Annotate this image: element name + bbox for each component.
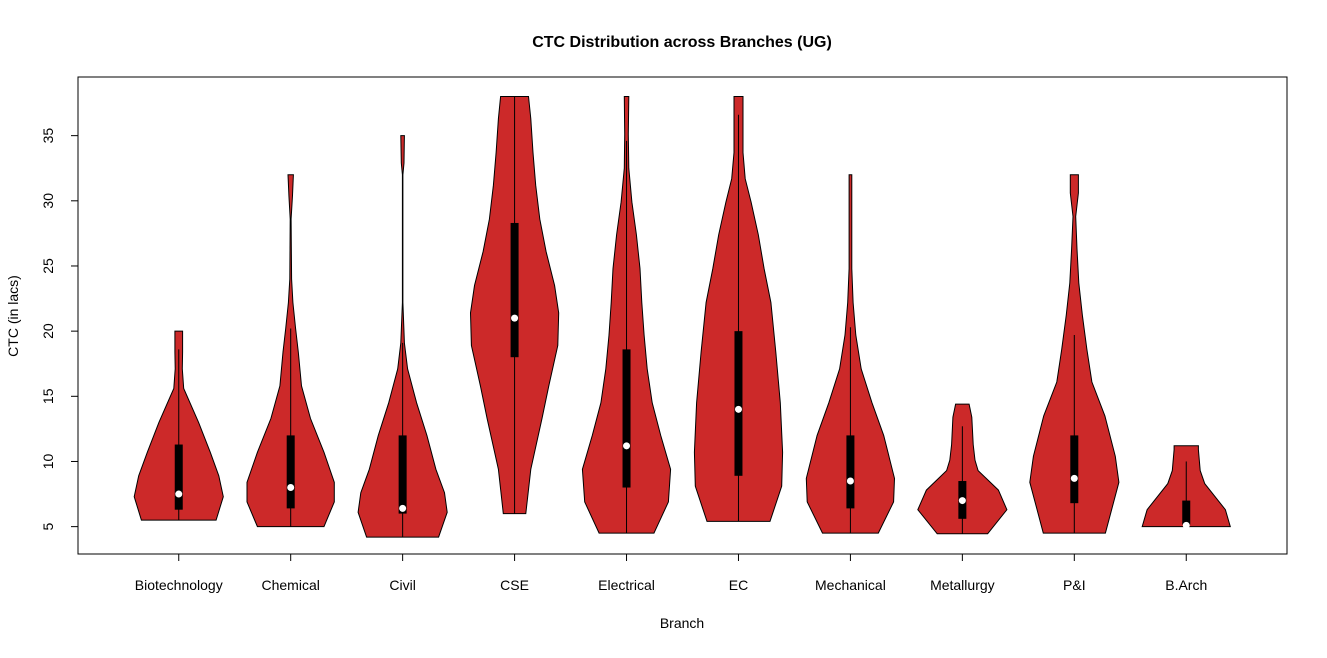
iqr-box	[1182, 500, 1191, 525]
iqr-box	[1070, 435, 1079, 504]
x-tick-label: Civil	[389, 577, 415, 593]
median-point	[511, 314, 519, 322]
x-tick-label: Electrical	[598, 577, 655, 593]
chart-title: CTC Distribution across Branches (UG)	[532, 34, 832, 51]
x-tick-label: B.Arch	[1165, 577, 1207, 593]
y-tick-label: 10	[40, 453, 56, 469]
median-point	[1070, 474, 1078, 482]
median-point	[623, 442, 631, 450]
violin-chemical	[246, 174, 335, 528]
median-point	[846, 477, 854, 485]
axes: Biotechnology Chemical Civil CSE Electrical E…	[40, 128, 1207, 593]
median-point	[287, 484, 295, 492]
iqr-box	[174, 444, 183, 510]
x-tick-label: EC	[729, 577, 748, 593]
violin-ec	[693, 96, 784, 522]
violin-barch	[1141, 445, 1231, 529]
y-tick-label: 25	[40, 258, 56, 274]
x-tick-label: Biotechnology	[135, 577, 223, 593]
median-point	[399, 504, 407, 512]
violin-civil	[357, 135, 448, 538]
violin-metallurgy	[917, 403, 1008, 535]
violin-body	[357, 135, 448, 538]
violin-mechanical	[805, 174, 896, 534]
violin-pi	[1029, 174, 1120, 534]
plot-marks	[133, 96, 1231, 538]
violin-cse	[469, 96, 560, 515]
iqr-box	[398, 435, 407, 514]
y-tick-label: 15	[40, 388, 56, 404]
iqr-box	[734, 331, 743, 476]
median-point	[175, 490, 183, 498]
violin-electrical	[581, 96, 672, 534]
y-tick-label: 5	[40, 523, 56, 531]
median-point	[958, 497, 966, 505]
y-tick-label: 30	[40, 193, 56, 209]
x-tick-label: CSE	[500, 577, 529, 593]
y-axis-label: CTC (in lacs)	[5, 275, 21, 357]
y-tick-label: 35	[40, 128, 56, 144]
x-tick-label: Metallurgy	[930, 577, 995, 593]
iqr-box	[846, 435, 855, 509]
y-tick-label: 20	[40, 323, 56, 339]
x-tick-label: Mechanical	[815, 577, 886, 593]
iqr-box	[286, 435, 295, 509]
x-tick-label: P&I	[1063, 577, 1086, 593]
iqr-box	[510, 222, 519, 358]
x-axis-label: Branch	[660, 615, 704, 631]
x-tick-label: Chemical	[262, 577, 320, 593]
violin-biotechnology	[133, 330, 224, 521]
median-point	[1182, 521, 1190, 529]
iqr-box	[622, 349, 631, 488]
median-point	[734, 405, 742, 413]
